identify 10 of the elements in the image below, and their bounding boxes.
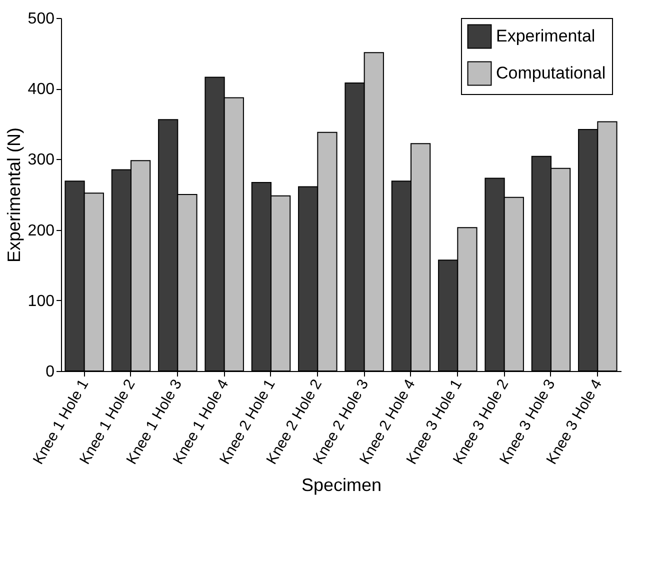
y-tick-label: 500 [28,10,55,28]
y-tick-label: 0 [46,364,55,380]
y-tick-label: 100 [28,292,55,310]
legend-label: Computational [496,64,606,82]
y-axis-title: Experimental (N) [4,127,24,263]
y-tick-label: 200 [28,222,55,240]
legend-label: Experimental [496,26,596,46]
y-tick-label: 400 [28,81,55,98]
y-tick-label: 300 [28,152,55,169]
x-axis-title: Specimen [301,474,382,495]
